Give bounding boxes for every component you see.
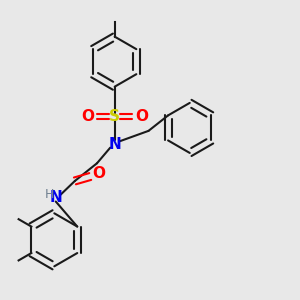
Text: H: H [45,188,54,201]
Text: O: O [81,109,94,124]
Text: S: S [109,109,120,124]
Text: O: O [136,109,148,124]
Text: O: O [93,166,106,181]
Text: N: N [108,136,121,152]
Text: N: N [50,190,62,205]
